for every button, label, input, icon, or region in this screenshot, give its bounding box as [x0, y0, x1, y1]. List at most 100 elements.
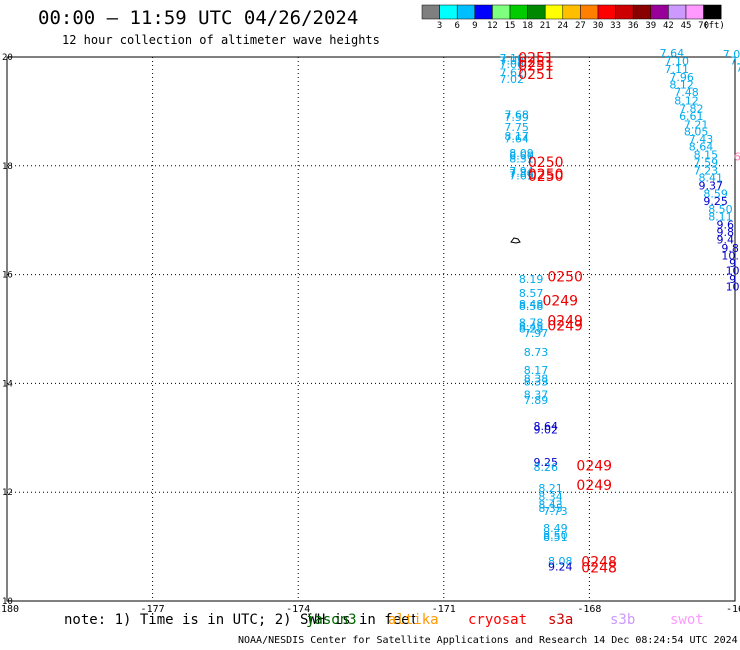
swh-value-label: 7.06	[499, 58, 524, 71]
swh-value-label: 8.60	[509, 149, 534, 162]
swh-value-label: 7.48	[674, 86, 699, 99]
y-tick-label: 16	[2, 271, 13, 281]
satellite-jason3: jason3	[306, 612, 357, 628]
satellite-altika: altika	[388, 612, 439, 628]
swh-value-label: 7.64	[504, 132, 529, 145]
swh-value-label: 7.06	[723, 48, 740, 61]
colorbar-label: 70	[698, 21, 710, 31]
swh-value-label: 7.96	[669, 71, 694, 84]
swh-value-label: 9.25	[533, 456, 558, 469]
colorbar-swatch	[703, 4, 722, 20]
y-tick-label: 20	[2, 53, 13, 63]
colorbar-swatch	[474, 4, 493, 20]
swh-value-label: 7.16	[499, 52, 524, 65]
swh-value-label: 7.64	[660, 47, 685, 60]
swh-value-label: 7.10	[665, 55, 690, 68]
page-subtitle: 12 hour collection of altimeter wave hei…	[62, 33, 380, 47]
footer-credit: NOAA/NESDIS Center for Satellite Applica…	[238, 635, 738, 646]
colorbar-swatch	[562, 4, 581, 20]
colorbar-swatch	[456, 4, 476, 20]
colorbar	[421, 4, 722, 20]
colorbar-label: 24	[557, 21, 569, 31]
swh-value-label: 9.8	[717, 226, 735, 239]
swh-value-label: 8.58	[519, 300, 544, 313]
swh-value-label: 7.82	[679, 102, 704, 115]
swh-value-label: 8.41	[698, 172, 723, 185]
colorbar-label: 45	[680, 21, 692, 31]
colorbar-swatch	[509, 4, 528, 20]
colorbar-swatch	[597, 4, 616, 20]
swh-value-label: 7.02	[499, 73, 524, 86]
satellite-cryosat: cryosat	[468, 612, 528, 628]
swh-value-label: 9.8	[721, 242, 739, 255]
colorbar-label: 6	[454, 21, 460, 31]
swh-value-label: 8.08	[548, 555, 573, 568]
swh-value-label: 9	[729, 257, 736, 270]
time-label: 0250	[528, 155, 564, 171]
swh-value-label: 8.73	[524, 346, 549, 359]
colorbar-label: 12	[486, 21, 498, 31]
swh-value-label: 8.59	[703, 187, 728, 200]
chart-grid	[6, 56, 736, 602]
swh-points: 7.167.057.067.627.027.687.597.758.177.64…	[499, 47, 740, 574]
swh-value-label: 9.4	[717, 234, 735, 247]
time-label: 0249	[547, 319, 583, 335]
swh-value-label: 8.17	[504, 130, 529, 143]
swh-value-label: 8.12	[669, 79, 694, 92]
swh-value-label: 7.97	[524, 327, 549, 340]
swh-value-label: 9.6	[717, 218, 735, 231]
swh-value-label: 7.84	[509, 167, 534, 180]
swh-value-label: 8.31	[509, 153, 534, 166]
misc-marks: 6	[734, 150, 740, 163]
chart-axis: -180 -177 -174 -171 -168 -16 20 18 16 14 12 10	[0, 53, 740, 615]
time-label: 0249	[576, 458, 612, 474]
swh-value-label: 8.51	[543, 531, 568, 544]
time-label: 0250	[528, 169, 564, 185]
swh-value-label: 7.59	[694, 156, 719, 169]
plot-frame	[6, 56, 736, 602]
swh-value-label: 9.24	[548, 561, 573, 574]
time-label: 0249	[542, 294, 578, 310]
colorbar-label: 30	[592, 21, 604, 31]
swh-value-label: 7.89	[524, 394, 549, 407]
swh-value-label: 8.28	[519, 322, 544, 335]
time-label: 0248	[581, 555, 617, 571]
swh-value-label: 8.34	[538, 490, 563, 503]
swh-value-label: 8.11	[708, 211, 733, 224]
colorbar-swatch	[632, 4, 652, 20]
satellite-s3a: s3a	[548, 612, 574, 628]
swh-value-label: 8.48	[519, 298, 544, 311]
colorbar-label: 21	[539, 21, 551, 31]
colorbar-swatch	[650, 4, 669, 20]
swh-value-label: 8.21	[538, 482, 563, 495]
colorbar-swatch	[439, 4, 458, 20]
colorbar-swatch	[580, 4, 599, 20]
time-labels: 0251025102510251025002500250025002490249…	[518, 50, 617, 576]
swh-value-label: 8.50	[543, 529, 568, 542]
y-tick-label: 14	[2, 379, 13, 389]
colorbar-label: 42	[662, 21, 674, 31]
colorbar-label: 33	[610, 21, 622, 31]
swh-value-label: 8.35	[538, 502, 563, 515]
swh-value-label: 9	[729, 273, 736, 286]
swh-value-label: 9.25	[703, 195, 728, 208]
y-tick-label: 18	[2, 162, 13, 172]
swh-value-label: 7.73	[543, 505, 568, 518]
satellite-swot: swot	[670, 612, 704, 628]
swh-value-label: 7.11	[665, 63, 690, 76]
swh-value-label: 7.94	[509, 165, 534, 178]
swh-value-label: 8.64	[533, 420, 558, 433]
colorbar-swatch	[668, 4, 687, 20]
swh-value-label: 8.05	[684, 125, 709, 138]
colorbar-swatch	[615, 4, 634, 20]
x-tick-label: -16	[726, 604, 740, 615]
colorbar-swatch	[685, 4, 704, 20]
y-tick-label: 10	[2, 597, 13, 607]
swh-value-label: 8.09	[509, 147, 534, 160]
swh-value-label: 6.61	[679, 110, 704, 123]
swh-value-label: 7.44	[730, 55, 740, 68]
swh-value-label: 7.23	[694, 165, 719, 178]
island-outline	[510, 237, 521, 244]
swh-value-label: 9.37	[698, 180, 723, 193]
